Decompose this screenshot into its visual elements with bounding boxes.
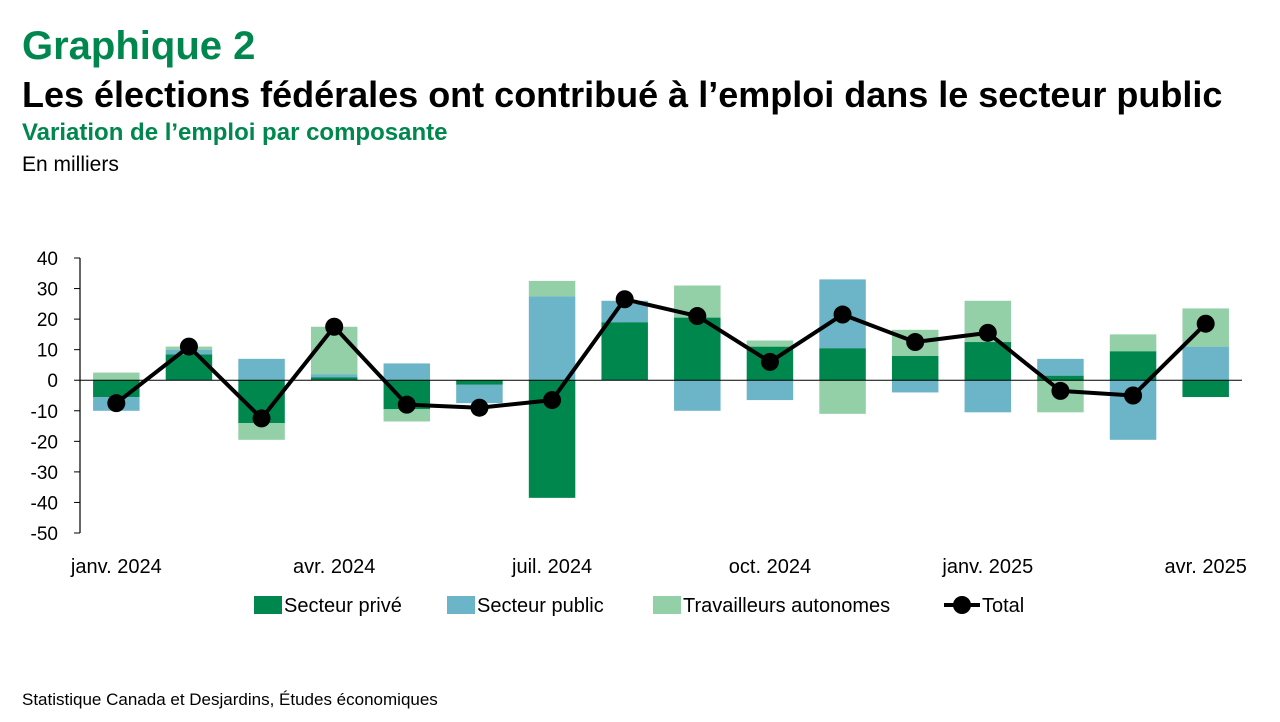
bar-public-2024-04 (310, 374, 358, 378)
chart-kicker: Graphique 2 (22, 24, 256, 68)
y-axis-unit-label: En milliers (22, 153, 119, 176)
y-tick-label: -30 (31, 463, 58, 484)
legend-swatch-prive (254, 596, 282, 614)
x-tick-label: janv. 2025 (941, 556, 1033, 578)
employment-change-chart: 40 30 20 10 0 -10 -20 -30 -40 -50 janv. 2024 avr. 2… (31, 249, 1247, 617)
bars-layer (93, 279, 1229, 498)
total-point-2024-04 (325, 317, 344, 336)
bar-prive-2025-03 (1109, 351, 1157, 381)
chart-legend: Secteur privé Secteur public Travailleurs … (254, 595, 1024, 617)
bar-prive-2024-11 (819, 348, 866, 381)
legend-swatch-marker-total (953, 596, 971, 614)
x-tick-label: janv. 2024 (70, 556, 162, 578)
total-point-2024-09 (688, 307, 707, 326)
bar-public-2025-01 (964, 380, 1012, 413)
total-point-2025-01 (978, 323, 997, 342)
bar-public-2024-07 (528, 296, 576, 381)
chart-header: Graphique 2 Les élections fédérales ont … (22, 22, 1262, 178)
bar-autonomes-2024-11 (819, 380, 866, 414)
bar-public-2024-03 (238, 358, 285, 381)
total-point-2024-08 (615, 290, 634, 309)
legend-label-prive: Secteur privé (284, 595, 402, 617)
y-tick-label: 30 (37, 280, 58, 301)
total-point-2024-12 (906, 333, 925, 352)
total-point-2025-02 (1051, 381, 1070, 400)
bar-public-2025-04 (1182, 346, 1229, 381)
chart-title: Les élections fédérales ont contribué à … (22, 74, 1223, 115)
total-point-2024-02 (179, 337, 198, 356)
legend-swatch-public (447, 596, 475, 614)
total-point-2024-07 (543, 391, 562, 410)
bar-prive-2025-01 (964, 342, 1012, 381)
total-point-2024-11 (833, 305, 852, 324)
bar-public-2024-06 (456, 384, 503, 404)
legend-swatch-autonomes (653, 596, 681, 614)
bar-autonomes-2024-01 (93, 372, 140, 381)
total-point-2024-06 (470, 398, 489, 417)
legend-label-autonomes: Travailleurs autonomes (683, 595, 890, 617)
y-tick-label: 20 (37, 310, 58, 331)
total-point-2024-03 (252, 409, 271, 428)
bar-public-2024-10 (746, 380, 794, 401)
bar-public-2024-05 (383, 363, 431, 381)
total-point-2024-10 (760, 352, 779, 371)
total-line (115, 297, 1208, 421)
x-tick-label: avr. 2025 (1165, 556, 1247, 578)
source-note: Statistique Canada et Desjardins, Études… (22, 690, 438, 709)
x-tick-label: avr. 2024 (293, 556, 375, 578)
bar-autonomes-2024-10 (746, 340, 794, 347)
bar-public-2024-09 (674, 380, 721, 411)
y-tick-label: -40 (31, 493, 58, 514)
total-point-2024-05 (397, 395, 416, 414)
x-tick-label: juil. 2024 (511, 556, 592, 578)
y-tick-label: -20 (31, 432, 58, 453)
bar-prive-2024-08 (601, 322, 648, 381)
bar-autonomes-2024-05 (383, 409, 431, 422)
legend-label-total: Total (982, 595, 1024, 617)
y-tick-label: 40 (37, 249, 58, 270)
axes-layer: 40 30 20 10 0 -10 -20 -30 -40 -50 janv. 2024 avr. 2… (31, 249, 1247, 578)
chart-subtitle: Variation de l’emploi par composante (22, 119, 448, 146)
y-tick-label: 10 (37, 341, 58, 362)
bar-prive-2025-04 (1182, 380, 1229, 398)
bar-autonomes-2025-03 (1109, 334, 1157, 352)
y-tick-label: 0 (47, 371, 58, 392)
total-point-2025-04 (1196, 314, 1215, 333)
bar-prive-2025-02 (1037, 375, 1084, 381)
y-tick-label: -10 (31, 402, 58, 423)
total-point-2025-03 (1124, 386, 1143, 405)
bar-prive-2024-12 (891, 355, 939, 381)
legend-label-public: Secteur public (477, 595, 604, 617)
total-point-2024-01 (107, 394, 126, 413)
bar-autonomes-2024-03 (238, 423, 285, 440)
bar-prive-2024-04 (310, 377, 358, 381)
bar-public-2025-02 (1037, 358, 1084, 376)
y-tick-label: -50 (31, 524, 58, 545)
total-line-layer (107, 290, 1215, 428)
bar-autonomes-2024-07 (528, 280, 576, 297)
bar-prive-2024-06 (456, 380, 503, 385)
bar-public-2024-12 (891, 380, 939, 393)
x-tick-label: oct. 2024 (729, 556, 811, 578)
